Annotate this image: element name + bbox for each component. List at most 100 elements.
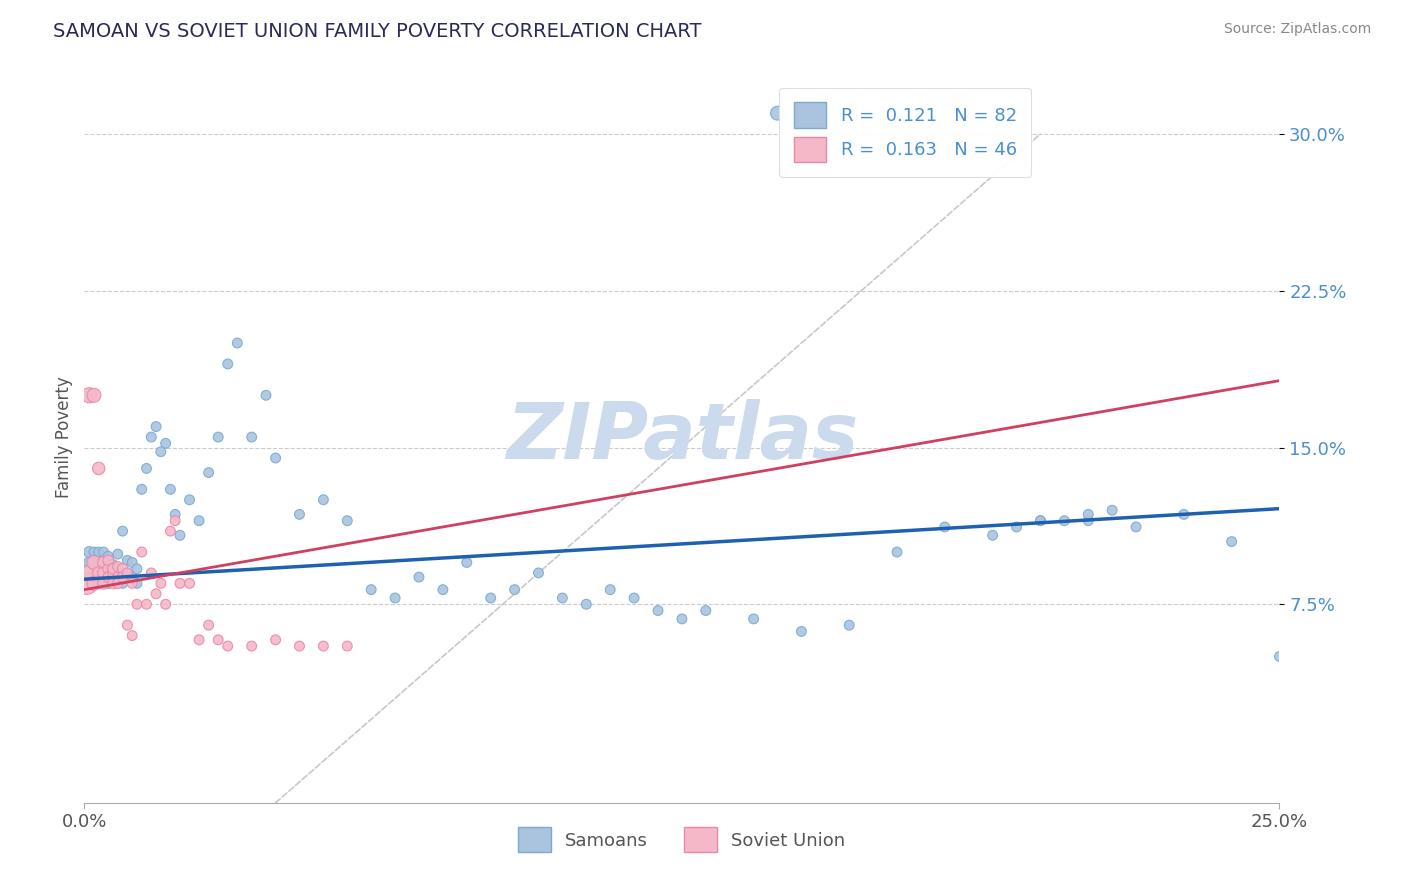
Point	[1101, 503, 1123, 517]
Point	[93, 566, 115, 580]
Point	[121, 629, 143, 643]
Point	[121, 576, 143, 591]
Point	[336, 514, 359, 528]
Point	[155, 436, 177, 450]
Point	[766, 106, 789, 120]
Point	[93, 559, 115, 574]
Point	[312, 639, 335, 653]
Point	[101, 558, 124, 572]
Point	[121, 556, 143, 570]
Point	[456, 556, 478, 570]
Point	[169, 528, 191, 542]
Point	[503, 582, 526, 597]
Point	[83, 576, 105, 591]
Point	[101, 576, 124, 591]
Point	[226, 336, 249, 351]
Point	[76, 576, 98, 591]
Point	[93, 576, 115, 591]
Point	[83, 556, 105, 570]
Point	[1268, 649, 1291, 664]
Point	[623, 591, 645, 605]
Point	[83, 566, 105, 580]
Point	[145, 419, 167, 434]
Point	[742, 612, 765, 626]
Point	[107, 574, 129, 589]
Point	[77, 566, 100, 580]
Point	[197, 618, 219, 632]
Point	[145, 587, 167, 601]
Point	[125, 597, 148, 611]
Point	[111, 576, 134, 591]
Text: ZIPatlas: ZIPatlas	[506, 399, 858, 475]
Point	[599, 582, 621, 597]
Point	[117, 553, 139, 567]
Point	[101, 572, 124, 586]
Point	[336, 639, 359, 653]
Point	[432, 582, 454, 597]
Point	[87, 566, 110, 580]
Point	[217, 357, 239, 371]
Point	[93, 556, 115, 570]
Point	[141, 566, 163, 580]
Point	[1005, 520, 1028, 534]
Point	[1053, 514, 1076, 528]
Point	[159, 524, 181, 538]
Point	[155, 597, 177, 611]
Text: SAMOAN VS SOVIET UNION FAMILY POVERTY CORRELATION CHART: SAMOAN VS SOVIET UNION FAMILY POVERTY CO…	[53, 22, 702, 41]
Point	[107, 547, 129, 561]
Point	[188, 632, 211, 647]
Point	[107, 570, 129, 584]
Text: Source: ZipAtlas.com: Source: ZipAtlas.com	[1223, 22, 1371, 37]
Point	[117, 566, 139, 580]
Point	[838, 618, 860, 632]
Point	[1077, 508, 1099, 522]
Point	[141, 430, 163, 444]
Point	[179, 492, 201, 507]
Point	[1173, 508, 1195, 522]
Point	[384, 591, 406, 605]
Point	[179, 576, 201, 591]
Point	[97, 562, 120, 576]
Point	[408, 570, 430, 584]
Point	[131, 545, 153, 559]
Point	[111, 524, 134, 538]
Point	[159, 483, 181, 497]
Point	[117, 566, 139, 580]
Point	[188, 514, 211, 528]
Point	[217, 639, 239, 653]
Point	[288, 639, 311, 653]
Point	[288, 508, 311, 522]
Point	[981, 528, 1004, 542]
Point	[197, 466, 219, 480]
Point	[886, 545, 908, 559]
Point	[790, 624, 813, 639]
Point	[87, 545, 110, 559]
Point	[264, 632, 287, 647]
Point	[107, 559, 129, 574]
Point	[117, 618, 139, 632]
Point	[551, 591, 574, 605]
Point	[934, 520, 956, 534]
Point	[83, 556, 105, 570]
Point	[149, 444, 172, 458]
Point	[97, 576, 120, 591]
Point	[121, 570, 143, 584]
Point	[77, 545, 100, 559]
Point	[93, 570, 115, 584]
Point	[87, 576, 110, 591]
Point	[97, 549, 120, 564]
Point	[1029, 514, 1052, 528]
Point	[169, 576, 191, 591]
Point	[207, 632, 229, 647]
Point	[87, 566, 110, 580]
Point	[77, 556, 100, 570]
Point	[165, 508, 187, 522]
Point	[647, 603, 669, 617]
Point	[97, 562, 120, 576]
Point	[107, 562, 129, 576]
Point	[101, 562, 124, 576]
Point	[671, 612, 693, 626]
Point	[101, 566, 124, 580]
Point	[527, 566, 550, 580]
Point	[149, 576, 172, 591]
